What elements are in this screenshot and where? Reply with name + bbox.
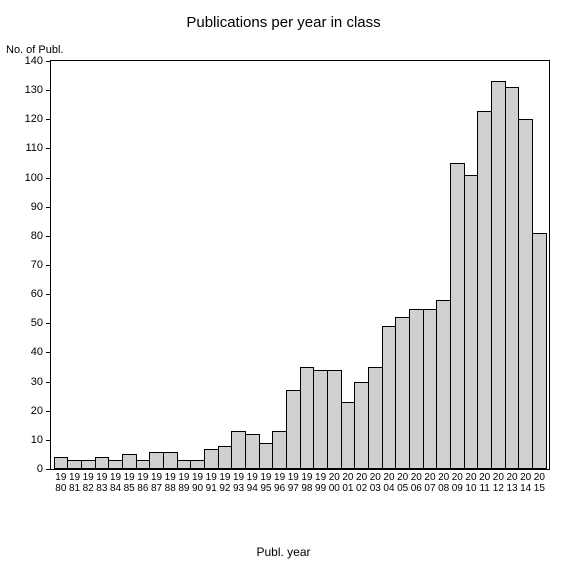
x-tick-label: 1996 xyxy=(273,469,287,494)
bar xyxy=(450,163,465,469)
bar xyxy=(409,309,424,469)
x-tick-label: 1980 xyxy=(54,469,68,494)
x-tick-label: 1999 xyxy=(314,469,328,494)
bar xyxy=(286,390,301,469)
x-tick-label: 2009 xyxy=(450,469,464,494)
x-tick-label: 2003 xyxy=(368,469,382,494)
bar xyxy=(300,367,315,469)
bar xyxy=(464,175,479,469)
x-tick-label: 1986 xyxy=(136,469,150,494)
bar xyxy=(382,326,397,469)
bar xyxy=(259,443,274,469)
x-tick-label: 2007 xyxy=(423,469,437,494)
y-tick-label: 50 xyxy=(31,317,43,329)
y-tick-label: 20 xyxy=(31,405,43,417)
x-tick-label: 2008 xyxy=(437,469,451,494)
x-tick-label: 2005 xyxy=(396,469,410,494)
x-tick-label: 1984 xyxy=(109,469,123,494)
y-tick-label: 0 xyxy=(37,463,43,475)
y-tick-label: 120 xyxy=(25,113,43,125)
bar xyxy=(354,382,369,469)
bar xyxy=(136,460,151,469)
y-tick-label: 130 xyxy=(25,84,43,96)
bar xyxy=(313,370,328,469)
bar xyxy=(518,119,533,469)
x-tick-label: 1998 xyxy=(300,469,314,494)
bar xyxy=(95,457,110,469)
y-tick-label: 80 xyxy=(31,230,43,242)
bar xyxy=(108,460,123,469)
bar xyxy=(423,309,438,469)
x-tick-label: 2015 xyxy=(533,469,547,494)
x-tick-label: 2004 xyxy=(382,469,396,494)
bar xyxy=(395,317,410,469)
x-ticks: 1980198119821983198419851986198719881989… xyxy=(51,469,549,494)
x-tick-label: 1990 xyxy=(191,469,205,494)
x-tick-label: 2013 xyxy=(505,469,519,494)
x-tick-label: 1997 xyxy=(286,469,300,494)
bar xyxy=(491,81,506,469)
bar xyxy=(341,402,356,469)
x-tick-label: 1987 xyxy=(150,469,164,494)
y-tick-label: 70 xyxy=(31,259,43,271)
bar xyxy=(177,460,192,469)
bar xyxy=(505,87,520,469)
x-tick-label: 1985 xyxy=(122,469,136,494)
x-tick-label: 1983 xyxy=(95,469,109,494)
x-tick-label: 1982 xyxy=(81,469,95,494)
x-tick-label: 2000 xyxy=(327,469,341,494)
bar xyxy=(245,434,260,469)
y-tick-label: 30 xyxy=(31,376,43,388)
x-tick-label: 1995 xyxy=(259,469,273,494)
x-tick-label: 2006 xyxy=(409,469,423,494)
bar xyxy=(272,431,287,469)
bar xyxy=(122,454,137,469)
x-tick-label: 1989 xyxy=(177,469,191,494)
x-tick-label: 2014 xyxy=(519,469,533,494)
x-tick-label: 2010 xyxy=(464,469,478,494)
x-tick-label: 1991 xyxy=(204,469,218,494)
x-tick-label: 1992 xyxy=(218,469,232,494)
x-tick-label: 1994 xyxy=(245,469,259,494)
bar xyxy=(231,431,246,469)
y-tick-label: 100 xyxy=(25,172,43,184)
y-tick-label: 110 xyxy=(25,142,43,154)
bar xyxy=(190,460,205,469)
bar xyxy=(532,233,547,469)
bar xyxy=(149,452,164,469)
x-axis-label: Publ. year xyxy=(0,545,567,559)
chart-container: Publications per year in class No. of Pu… xyxy=(0,0,567,567)
bar xyxy=(54,457,69,469)
chart-title: Publications per year in class xyxy=(0,14,567,31)
y-tick-label: 90 xyxy=(31,201,43,213)
bar xyxy=(477,111,492,469)
bar xyxy=(81,460,96,469)
y-tick-label: 40 xyxy=(31,346,43,358)
bar xyxy=(368,367,383,469)
x-tick-label: 2002 xyxy=(355,469,369,494)
bar xyxy=(327,370,342,469)
bar xyxy=(436,300,451,469)
plot-area: 0102030405060708090100110120130140 19801… xyxy=(50,60,550,470)
y-tick-label: 140 xyxy=(25,55,43,67)
x-tick-label: 1993 xyxy=(232,469,246,494)
x-tick-label: 2012 xyxy=(492,469,506,494)
x-tick-label: 2011 xyxy=(478,469,492,494)
y-tick-label: 60 xyxy=(31,288,43,300)
y-tick-label: 10 xyxy=(31,434,43,446)
x-tick-label: 1981 xyxy=(68,469,82,494)
bar xyxy=(204,449,219,469)
x-tick-label: 1988 xyxy=(163,469,177,494)
bar xyxy=(163,452,178,469)
bar xyxy=(218,446,233,469)
bars-group xyxy=(51,61,549,469)
bar xyxy=(67,460,82,469)
x-tick-label: 2001 xyxy=(341,469,355,494)
